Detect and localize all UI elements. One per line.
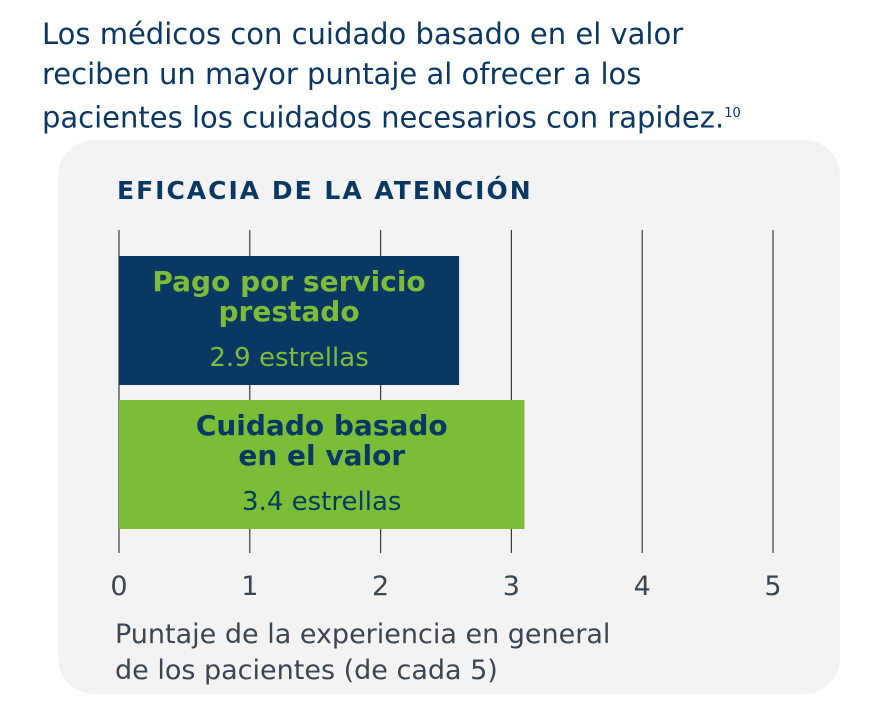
headline-line-3: pacientes los cuidados necesarios con ra… — [42, 94, 862, 138]
x-tick-label-2: 2 — [372, 571, 389, 602]
bar-2-label-line-1: Cuidado basado — [196, 409, 448, 442]
x-tick-label-3: 3 — [503, 571, 520, 602]
x-axis-label-line-1: Puntaje de la experiencia en general — [115, 619, 611, 650]
bar-1-label-line-2: prestado — [219, 295, 360, 328]
headline-line-3-text: pacientes los cuidados necesarios con ra… — [42, 100, 725, 135]
headline: Los médicos con cuidado basado en el val… — [42, 14, 862, 138]
bar-1-value-label: 2.9 estrellas — [209, 343, 368, 373]
bar-2-label-line-2: en el valor — [238, 439, 405, 472]
bar-2-value-label: 3.4 estrellas — [242, 487, 401, 517]
x-tick-label-0: 0 — [110, 571, 127, 602]
headline-line-1: Los médicos con cuidado basado en el val… — [42, 17, 684, 51]
x-axis-label: Puntaje de la experiencia en general de … — [115, 617, 755, 689]
chart-title: EFICACIA DE LA ATENCIÓN — [117, 176, 533, 205]
x-tick-label-4: 4 — [634, 571, 651, 602]
x-tick-label-5: 5 — [764, 571, 781, 602]
footnote-marker: 10 — [724, 106, 741, 121]
bar-2 — [119, 400, 525, 529]
headline-line-2: reciben un mayor puntaje al ofrecer a lo… — [42, 57, 642, 91]
x-tick-label-1: 1 — [241, 571, 258, 602]
bar-1 — [119, 256, 460, 385]
x-axis-label-line-2: de los pacientes (de cada 5) — [115, 655, 498, 686]
bar-1-label-line-1: Pago por servicio — [152, 265, 425, 298]
